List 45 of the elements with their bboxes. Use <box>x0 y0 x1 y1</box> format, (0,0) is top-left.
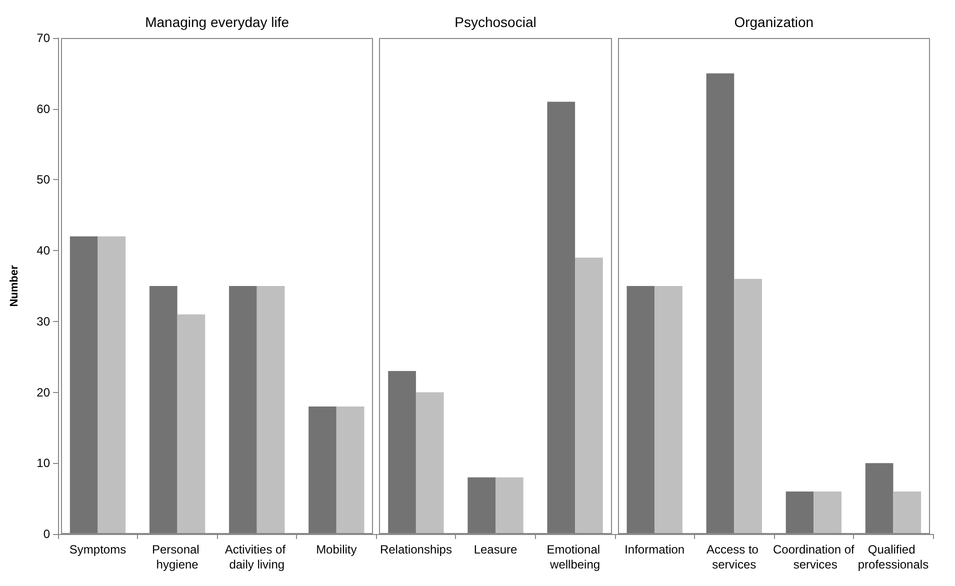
bar <box>654 286 682 534</box>
text: Psychosocial <box>454 14 536 30</box>
bar <box>416 392 444 534</box>
x-tick-label: Emotional wellbeing <box>546 542 604 572</box>
bar <box>229 286 257 534</box>
y-tick-label: 10 <box>36 456 50 470</box>
bar <box>786 491 814 534</box>
x-tick-label: Access to services <box>706 542 762 572</box>
bar <box>468 477 496 534</box>
x-tick-label: Coordination of services <box>772 542 856 572</box>
y-tick-label: 0 <box>43 527 50 541</box>
bar <box>814 491 842 534</box>
y-tick-label: 60 <box>36 102 50 116</box>
bar <box>496 477 524 534</box>
y-tick-label: 40 <box>36 244 50 258</box>
bar <box>893 491 922 534</box>
x-tick-label: Personal hygiene <box>152 542 203 572</box>
y-tick-label: 30 <box>36 314 50 328</box>
y-tick-label: 70 <box>36 31 50 45</box>
x-tick-label: Information <box>624 542 685 556</box>
bar <box>734 278 762 534</box>
y-axis-title: Number <box>8 264 20 307</box>
text: Managing everyday life <box>145 14 290 30</box>
bar <box>70 236 98 534</box>
x-tick-label: Symptoms <box>69 542 126 556</box>
bar <box>149 286 178 534</box>
x-tick-label: Mobility <box>316 542 357 556</box>
bar <box>336 406 364 534</box>
x-tick-label: Qualified professionals <box>858 542 929 572</box>
x-tick-label: Leasure <box>474 542 518 556</box>
y-tick-label: 50 <box>36 172 50 187</box>
bar <box>706 73 734 534</box>
bar <box>388 371 416 534</box>
bar <box>865 463 894 534</box>
y-tick-label: 20 <box>36 385 50 400</box>
x-tick-label: Relationships <box>380 542 452 556</box>
bar <box>547 102 576 534</box>
bar <box>626 286 655 534</box>
bar <box>256 286 285 534</box>
bar <box>98 236 126 534</box>
x-tick-label: Activities of daily living <box>224 542 289 572</box>
text: Organization <box>734 14 814 30</box>
bar <box>177 314 206 534</box>
bar <box>308 406 336 534</box>
bar <box>575 258 603 534</box>
